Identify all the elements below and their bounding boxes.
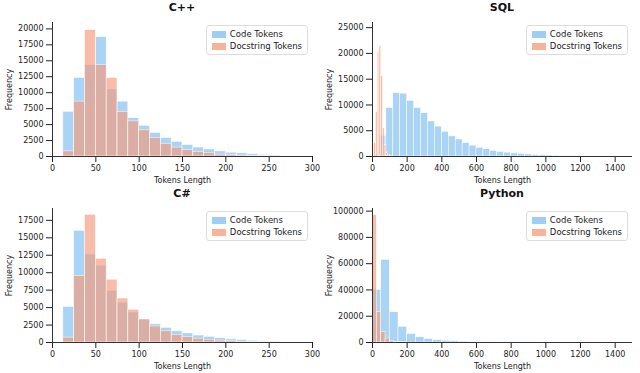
svg-text:0: 0 <box>370 164 375 173</box>
svg-text:2500: 2500 <box>23 136 43 145</box>
svg-text:17500: 17500 <box>18 216 43 225</box>
svg-text:1000: 1000 <box>536 164 556 173</box>
html-text:Docstring Tokens: Docstring Tokens <box>229 41 302 51</box>
svg-text:1200: 1200 <box>570 164 590 173</box>
html-text:Docstring Tokens: Docstring Tokens <box>229 227 302 237</box>
svg-text:17500: 17500 <box>18 40 43 49</box>
svg-text:200: 200 <box>400 350 415 359</box>
svg-text:15000: 15000 <box>18 233 43 242</box>
svg-text:80000: 80000 <box>338 233 363 242</box>
html-text:Docstring Tokens: Docstring Tokens <box>549 41 622 51</box>
svg-text:200: 200 <box>400 164 415 173</box>
html-text:Python: Python <box>480 187 524 200</box>
svg-text:10000: 10000 <box>338 101 363 110</box>
svg-text:100: 100 <box>132 164 147 173</box>
svg-text:0: 0 <box>370 350 375 359</box>
svg-text:7500: 7500 <box>23 286 43 295</box>
svg-text:250: 250 <box>262 350 277 359</box>
svg-text:300: 300 <box>305 164 320 173</box>
svg-text:150: 150 <box>175 350 190 359</box>
svg-text:300: 300 <box>305 350 320 359</box>
svg-text:Tokens Length: Tokens Length <box>473 176 531 185</box>
svg-text:0: 0 <box>38 338 43 347</box>
svg-text:0: 0 <box>50 164 55 173</box>
svg-text:20000: 20000 <box>338 312 363 321</box>
svg-text:0: 0 <box>358 152 363 161</box>
svg-text:25000: 25000 <box>338 23 363 32</box>
svg-text:5000: 5000 <box>23 120 43 129</box>
svg-text:Frequency: Frequency <box>5 69 14 111</box>
svg-text:15000: 15000 <box>338 75 363 84</box>
html-text:Code Tokens: Code Tokens <box>229 29 283 39</box>
svg-text:200: 200 <box>218 164 233 173</box>
svg-text:0: 0 <box>358 338 363 347</box>
html-text:C++: C++ <box>168 1 196 14</box>
svg-text:10000: 10000 <box>18 268 43 277</box>
svg-text:800: 800 <box>504 164 519 173</box>
svg-text:600: 600 <box>469 164 484 173</box>
svg-text:100: 100 <box>132 350 147 359</box>
svg-text:0: 0 <box>50 350 55 359</box>
svg-text:20000: 20000 <box>338 49 363 58</box>
html-text:Code Tokens: Code Tokens <box>229 215 283 225</box>
svg-text:Frequency: Frequency <box>325 255 334 297</box>
html-text:C#: C# <box>173 187 191 200</box>
svg-text:1400: 1400 <box>605 350 625 359</box>
svg-text:20000: 20000 <box>18 24 43 33</box>
svg-text:Tokens Length: Tokens Length <box>153 176 211 185</box>
svg-text:7500: 7500 <box>23 104 43 113</box>
html-text:Code Tokens: Code Tokens <box>549 29 603 39</box>
svg-text:400: 400 <box>434 350 449 359</box>
svg-text:12500: 12500 <box>18 251 43 260</box>
svg-text:Tokens Length: Tokens Length <box>153 362 211 371</box>
svg-text:150: 150 <box>175 164 190 173</box>
svg-text:100000: 100000 <box>333 207 364 216</box>
svg-text:40000: 40000 <box>338 286 363 295</box>
svg-text:10000: 10000 <box>18 88 43 97</box>
svg-text:800: 800 <box>504 350 519 359</box>
svg-text:15000: 15000 <box>18 56 43 65</box>
svg-text:0: 0 <box>38 152 43 161</box>
svg-text:Tokens Length: Tokens Length <box>473 362 531 371</box>
svg-text:5000: 5000 <box>343 126 363 135</box>
svg-text:Frequency: Frequency <box>325 69 334 111</box>
svg-text:Frequency: Frequency <box>5 255 14 297</box>
svg-text:400: 400 <box>434 164 449 173</box>
svg-text:50: 50 <box>91 350 101 359</box>
svg-text:1200: 1200 <box>570 350 590 359</box>
svg-text:200: 200 <box>218 350 233 359</box>
html-text:Code Tokens: Code Tokens <box>549 215 603 225</box>
svg-text:250: 250 <box>262 164 277 173</box>
svg-text:600: 600 <box>469 350 484 359</box>
svg-text:1000: 1000 <box>536 350 556 359</box>
svg-text:12500: 12500 <box>18 72 43 81</box>
svg-text:60000: 60000 <box>338 259 363 268</box>
svg-text:5000: 5000 <box>23 303 43 312</box>
html-text:Docstring Tokens: Docstring Tokens <box>549 227 622 237</box>
svg-text:50: 50 <box>91 164 101 173</box>
svg-text:2500: 2500 <box>23 321 43 330</box>
html-text:SQL: SQL <box>489 1 515 14</box>
svg-text:1400: 1400 <box>605 164 625 173</box>
